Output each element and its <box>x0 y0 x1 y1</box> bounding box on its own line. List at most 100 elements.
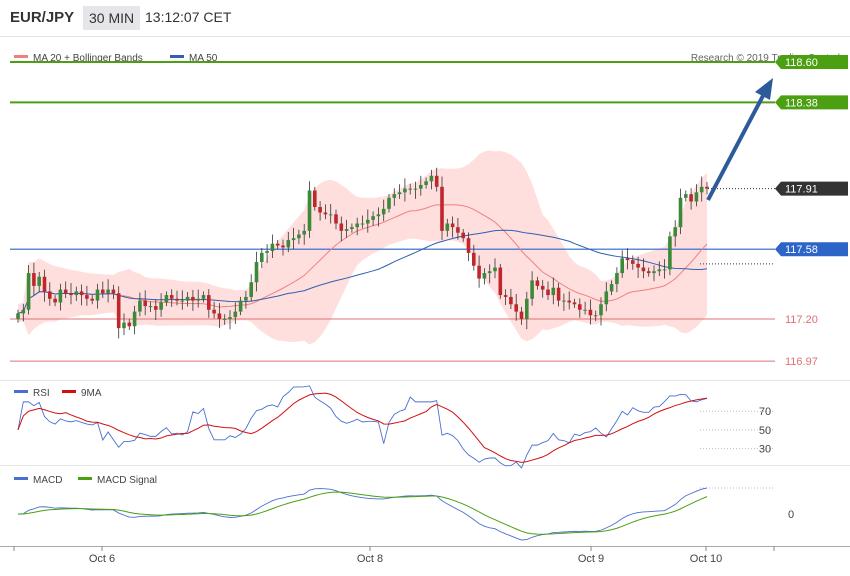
macd-line <box>17 487 708 541</box>
candle-body <box>74 291 79 296</box>
rsi-tick-label: 70 <box>759 406 771 418</box>
candle-body <box>493 267 497 272</box>
candle-body <box>699 186 704 193</box>
candle-body <box>350 227 354 230</box>
x-axis: Oct 6 Oct 8 Oct 9 Oct 10 <box>13 546 775 565</box>
legend-rsi-label: RSI <box>33 388 50 399</box>
candle-body <box>360 223 365 225</box>
candle-body <box>201 295 206 299</box>
candle-body <box>487 271 492 274</box>
candle-body <box>668 236 672 270</box>
level-label-bg <box>775 242 848 257</box>
legend-ma20: MA 20 + Bollinger Bands <box>33 53 143 64</box>
rsi-panel: 70 50 30 <box>17 385 775 469</box>
candle-body <box>297 234 301 239</box>
candle-body <box>275 243 280 246</box>
level-label: 118.38 <box>785 97 818 109</box>
bollinger-bands <box>18 150 707 345</box>
candle-body <box>191 296 195 301</box>
candle-body <box>318 207 322 213</box>
candle-body <box>313 190 317 207</box>
candle-body <box>339 223 344 231</box>
x-tick-label: Oct 10 <box>690 553 722 565</box>
candle-body <box>482 273 487 279</box>
candle-body <box>440 186 444 231</box>
candle-body <box>37 276 41 286</box>
candle-body <box>58 289 63 303</box>
candle-body <box>684 194 688 198</box>
candle-body <box>424 181 428 185</box>
candle-body <box>355 223 359 228</box>
candle-body <box>328 214 333 216</box>
candle-body <box>270 243 275 252</box>
x-tick-label: Oct 6 <box>89 553 115 565</box>
candle-body <box>291 238 296 241</box>
candle-body <box>540 285 545 290</box>
candle-body <box>154 306 158 310</box>
candle-body <box>180 300 185 302</box>
candle-body <box>175 298 179 301</box>
rsi-9ma-line <box>17 392 708 463</box>
candle-body <box>212 309 216 314</box>
candle-body <box>525 298 529 319</box>
candle-body <box>116 293 121 329</box>
candle-body <box>122 322 126 329</box>
candle-body <box>32 273 36 286</box>
chart-header: EUR/JPY 30 MIN 13:12:07 CET <box>0 0 850 36</box>
candle-body <box>657 269 662 272</box>
candle-body <box>90 298 94 301</box>
candle-body <box>689 194 693 202</box>
rsi-tick-label: 30 <box>759 444 771 456</box>
candle-body <box>429 175 434 182</box>
candle-body <box>641 267 646 272</box>
candle-body <box>249 282 253 297</box>
candle-body <box>265 251 269 253</box>
legend-macd: MACD MACD Signal <box>14 475 157 486</box>
candle-body <box>16 313 20 319</box>
candle-body <box>636 263 640 268</box>
candle-body <box>233 311 238 318</box>
candle-body <box>254 262 259 283</box>
candle-body <box>434 175 439 187</box>
candle-body <box>546 289 550 296</box>
x-tick-label: Oct 9 <box>578 553 604 565</box>
candle-body <box>69 293 73 296</box>
candle-body <box>26 273 31 310</box>
level-label: 117.58 <box>785 244 818 256</box>
candle-body <box>127 322 132 327</box>
rsi-line <box>17 385 708 469</box>
candle-body <box>567 300 571 303</box>
timeframe-badge[interactable]: 30 MIN <box>83 6 141 30</box>
candle-body <box>466 238 471 253</box>
candle-body <box>21 309 26 314</box>
legend-rsi: RSI 9MA <box>14 388 102 399</box>
candle-body <box>42 276 47 292</box>
candle-body <box>599 304 603 316</box>
candle-body <box>260 252 264 263</box>
candle-body <box>705 186 709 189</box>
candle-body <box>509 296 513 305</box>
candle-body <box>185 296 190 301</box>
candle-body <box>323 212 328 215</box>
candle-body <box>138 300 142 312</box>
timestamp: 13:12:07 CET <box>145 9 232 25</box>
level-label: 116.97 <box>785 356 818 368</box>
candle-body <box>498 267 503 296</box>
candle-body <box>413 188 418 190</box>
candle-body <box>376 214 381 217</box>
level-labels: 118.60 118.38 117.91 117.58 117.20 116.97 <box>775 55 848 368</box>
candle-body <box>450 223 455 228</box>
level-label-bg <box>775 55 848 70</box>
level-lines <box>10 61 775 362</box>
candle-body <box>503 295 508 297</box>
candle-body <box>143 300 147 307</box>
legend-macd-signal-label: MACD Signal <box>97 475 157 486</box>
candle-body <box>519 311 524 319</box>
ma50-line <box>17 229 708 314</box>
candle-body <box>662 269 667 271</box>
candle-body <box>132 311 137 327</box>
level-label: 117.20 <box>785 314 818 326</box>
candle-body <box>403 188 407 193</box>
candle-body <box>53 298 57 303</box>
